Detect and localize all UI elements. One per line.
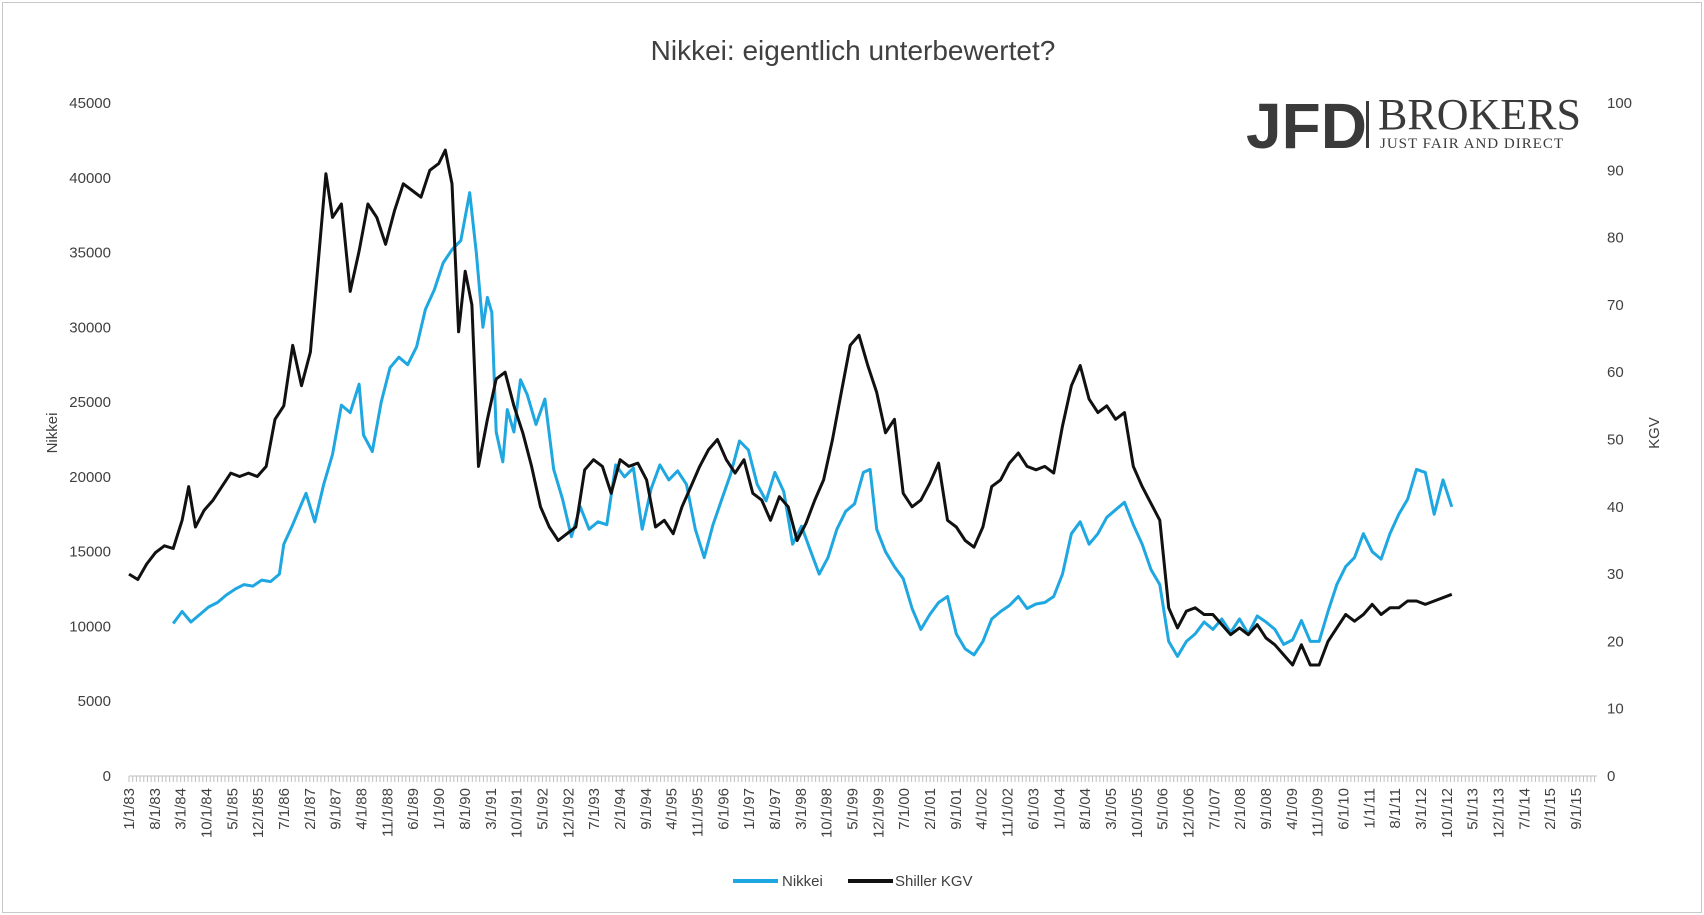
x-tick-label: 9/1/08 — [1258, 788, 1275, 830]
x-tick-label: 5/1/92 — [534, 788, 551, 830]
x-tick-label: 6/1/03 — [1025, 788, 1042, 830]
x-tick-label: 4/1/02 — [974, 788, 991, 830]
legend: Nikkei Shiller KGV — [733, 873, 973, 890]
x-tick-label: 8/1/04 — [1077, 788, 1094, 830]
series-line-nikkei — [171, 191, 1454, 658]
legend-label-nikkei: Nikkei — [782, 873, 823, 890]
y2-tick-label: 70 — [1607, 297, 1624, 314]
x-tick-label: 6/1/96 — [715, 788, 732, 830]
x-axis: 1/1/83 8/1/83 3/1/84 10/1/84 5/1/85 12/1/85 7/… — [121, 776, 1596, 838]
chart-title: Nikkei: eigentlich unterbewertet? — [651, 35, 1056, 66]
x-tick-label: 11/1/95 — [689, 788, 706, 837]
y-tick-label: 25000 — [69, 394, 111, 411]
x-tick-label: 10/1/84 — [199, 788, 216, 838]
right-y-axis: 0 10 20 30 40 50 60 70 80 90 100 — [1607, 95, 1632, 785]
y-tick-label: 30000 — [69, 319, 111, 336]
y2-tick-label: 0 — [1607, 768, 1615, 785]
x-tick-label: 12/1/13 — [1491, 788, 1508, 838]
logo-main-text: JFD — [1246, 90, 1367, 162]
x-tick-label: 2/1/87 — [302, 788, 319, 830]
x-tick-label: 9/1/15 — [1568, 788, 1585, 830]
y2-tick-label: 40 — [1607, 499, 1624, 516]
x-tick-label: 10/1/12 — [1439, 788, 1456, 838]
x-tick-label: 10/1/98 — [819, 788, 836, 838]
x-tick-label: 12/1/85 — [250, 788, 267, 838]
x-tick-label: 4/1/95 — [664, 788, 681, 830]
x-tick-label: 11/1/88 — [379, 788, 396, 837]
x-tick-label: 8/1/90 — [457, 788, 474, 830]
x-tick-label: 12/1/99 — [870, 788, 887, 838]
x-tick-label: 1/1/04 — [1051, 788, 1068, 830]
y-tick-label: 15000 — [69, 544, 111, 561]
x-tick-label: 12/1/92 — [560, 788, 577, 838]
y2-tick-label: 60 — [1607, 364, 1624, 381]
logo-tagline: JUST FAIR AND DIRECT — [1380, 136, 1564, 152]
x-tick-label: 6/1/89 — [405, 788, 422, 830]
x-tick-label: 8/1/83 — [147, 788, 164, 830]
y2-tick-label: 10 — [1607, 701, 1624, 718]
y-tick-label: 10000 — [69, 618, 111, 635]
x-tick-label: 1/1/90 — [431, 788, 448, 830]
y2-tick-label: 80 — [1607, 230, 1624, 247]
x-tick-label: 5/1/85 — [224, 788, 241, 830]
x-tick-label: 5/1/06 — [1155, 788, 1172, 830]
x-tick-label: 2/1/94 — [612, 788, 629, 830]
y2-tick-label: 90 — [1607, 162, 1624, 179]
x-tick-label: 7/1/14 — [1516, 788, 1533, 830]
y-tick-label: 20000 — [69, 469, 111, 486]
x-tick-label: 7/1/00 — [896, 788, 913, 830]
x-tick-label: 4/1/88 — [354, 788, 371, 830]
series-line-shiller-kgv — [128, 148, 1453, 667]
legend-label-shiller-kgv: Shiller KGV — [895, 873, 973, 890]
jfd-brokers-logo: JFD BROKERS JUST FAIR AND DIRECT — [1246, 90, 1581, 162]
x-tick-label: 7/1/86 — [276, 788, 293, 830]
x-tick-label: 9/1/94 — [638, 788, 655, 830]
x-tick-label: 5/1/13 — [1465, 788, 1482, 830]
x-tick-label: 5/1/99 — [845, 788, 862, 830]
chart-canvas: Nikkei: eigentlich unterbewertet? JFD BR… — [44, 35, 1663, 890]
x-tick-label: 1/1/11 — [1361, 788, 1378, 829]
y-tick-label: 45000 — [69, 95, 111, 112]
y2-tick-label: 20 — [1607, 633, 1624, 650]
x-tick-label: 11/1/09 — [1310, 788, 1327, 837]
x-tick-label: 1/1/97 — [741, 788, 758, 830]
x-tick-label: 3/1/12 — [1413, 788, 1430, 830]
x-tick-label: 12/1/06 — [1180, 788, 1197, 838]
x-tick-label: 1/1/83 — [121, 788, 138, 830]
logo-brand-text: BROKERS — [1378, 90, 1581, 139]
plot-area — [128, 148, 1454, 667]
x-tick-label: 7/1/93 — [586, 788, 603, 830]
x-tick-label: 9/1/87 — [328, 788, 345, 830]
y-tick-label: 40000 — [69, 170, 111, 187]
x-tick-label: 10/1/91 — [509, 788, 526, 838]
x-tick-label: 11/1/02 — [1000, 788, 1017, 837]
x-tick-label: 3/1/98 — [793, 788, 810, 830]
x-tick-label: 4/1/09 — [1284, 788, 1301, 830]
logo-divider — [1366, 101, 1369, 148]
x-tick-label: 3/1/91 — [483, 788, 500, 830]
x-tick-label: 8/1/97 — [767, 788, 784, 830]
y2-axis-title: KGV — [1646, 417, 1663, 449]
y-tick-label: 0 — [103, 768, 111, 785]
y2-tick-label: 100 — [1607, 95, 1632, 112]
x-tick-label: 2/1/15 — [1542, 788, 1559, 830]
y-axis-title: Nikkei — [44, 413, 61, 454]
x-tick-label: 2/1/01 — [922, 788, 939, 830]
x-tick-label: 2/1/08 — [1232, 788, 1249, 830]
left-y-axis: 0 5000 10000 15000 20000 25000 30000 35000 40000… — [69, 95, 111, 785]
x-tick-label: 3/1/84 — [173, 788, 190, 830]
x-tick-label: 9/1/01 — [948, 788, 965, 830]
y2-tick-label: 50 — [1607, 432, 1624, 449]
y2-tick-label: 30 — [1607, 566, 1624, 583]
y-tick-label: 35000 — [69, 245, 111, 262]
x-tick-label: 7/1/07 — [1206, 788, 1223, 830]
x-tick-label: 8/1/11 — [1387, 788, 1404, 829]
x-tick-label: 10/1/05 — [1129, 788, 1146, 838]
x-tick-label: 6/1/10 — [1336, 788, 1353, 830]
x-tick-label: 3/1/05 — [1103, 788, 1120, 830]
y-tick-label: 5000 — [78, 693, 111, 710]
